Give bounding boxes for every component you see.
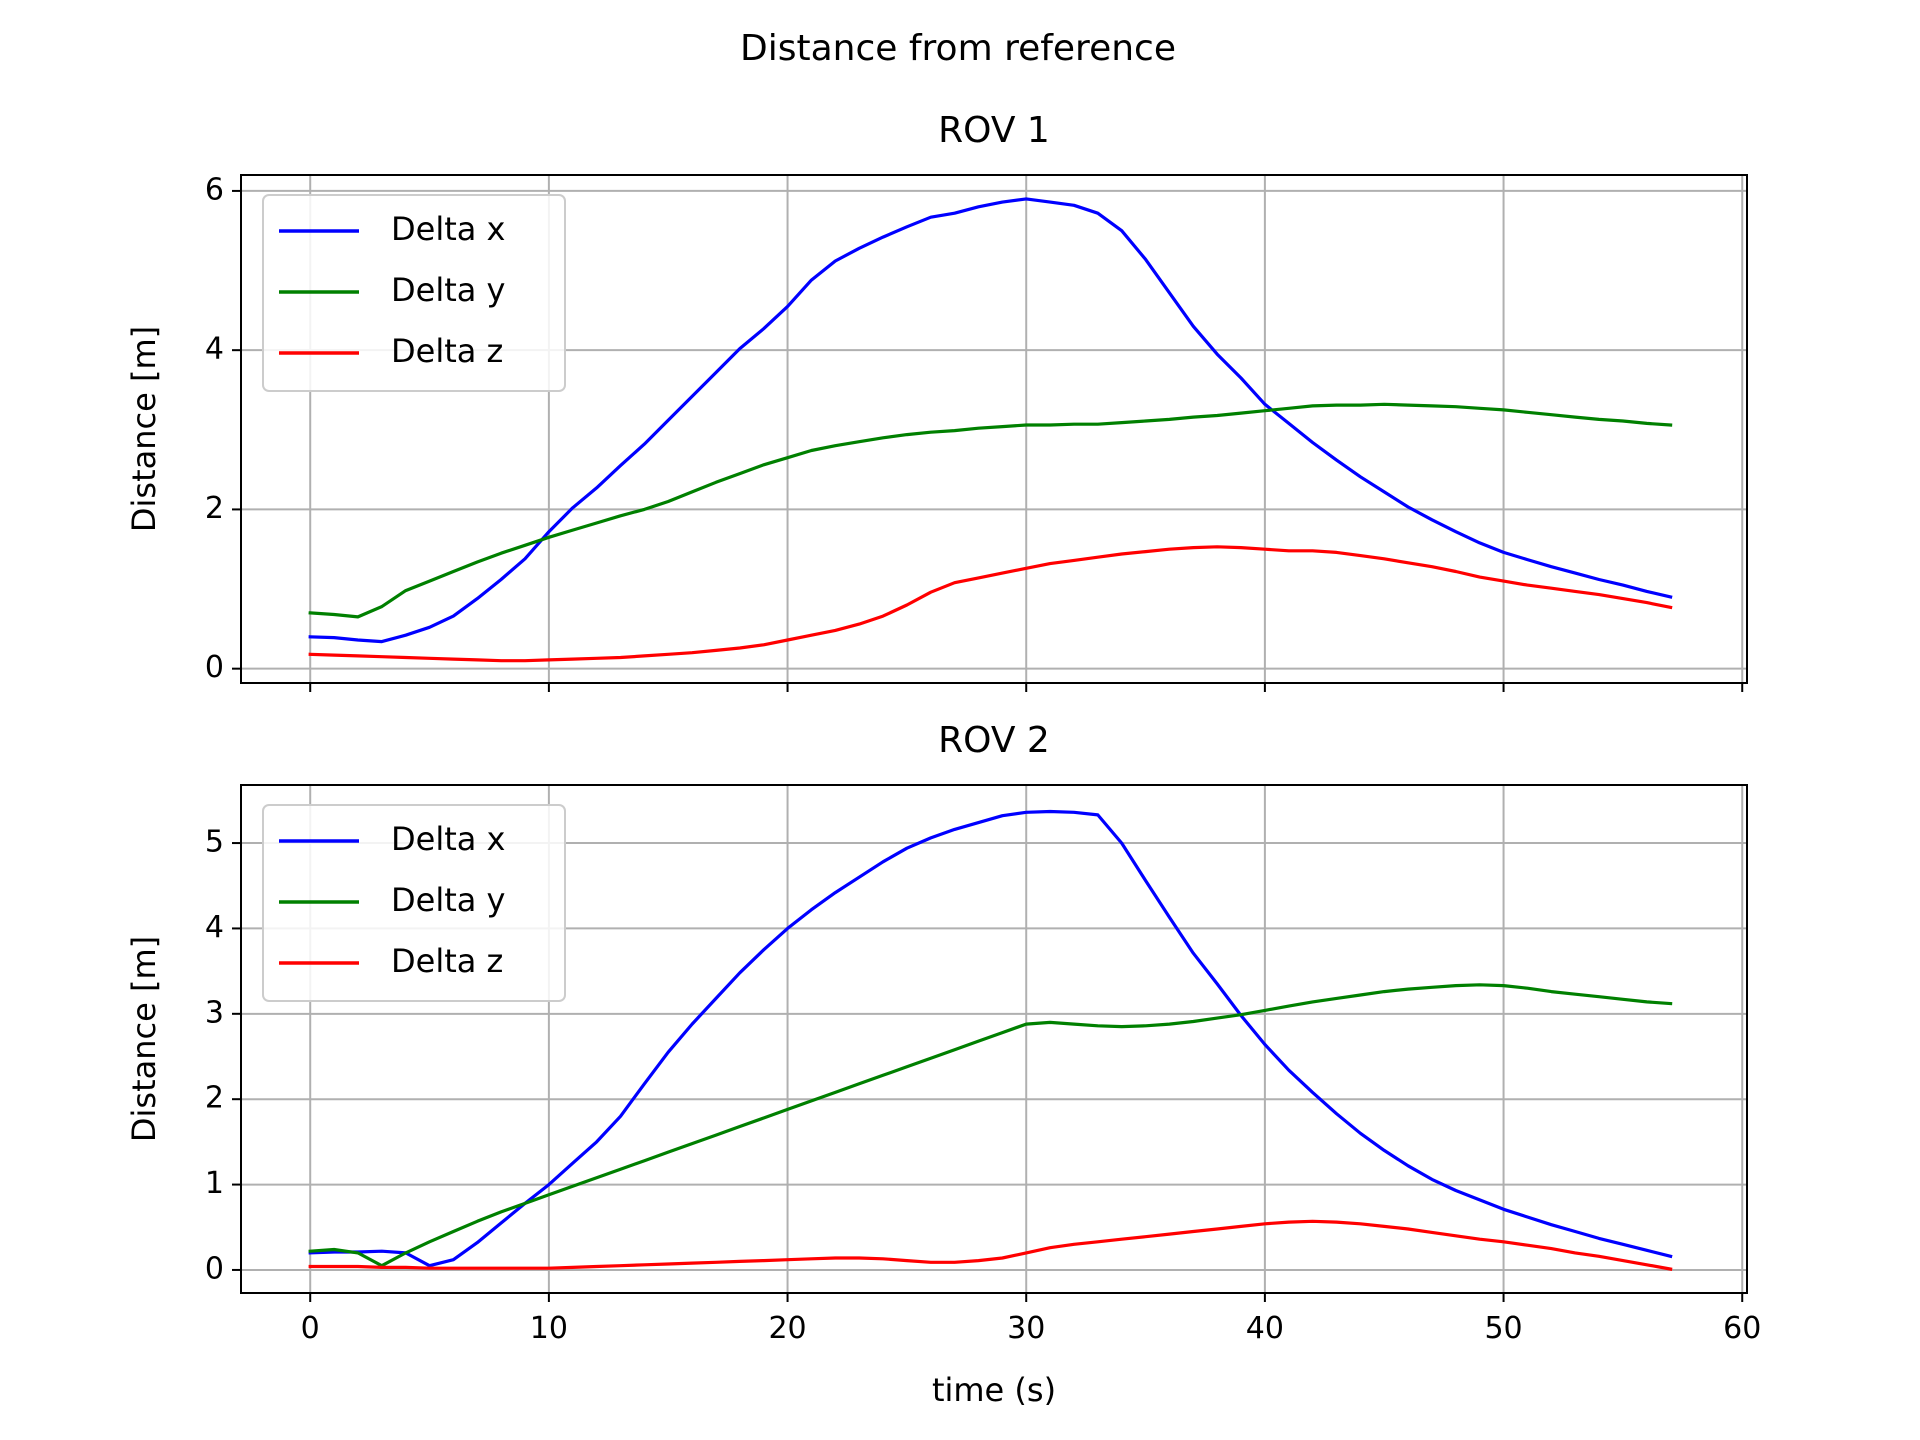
legend-label-delta-x: Delta x — [391, 210, 505, 248]
x-tick-label: 60 — [1723, 1311, 1761, 1346]
x-axis-label: time (s) — [932, 1371, 1056, 1409]
y-tick-label: 5 — [205, 825, 224, 860]
series-line-delta-z — [308, 545, 1673, 663]
y-tick-label: 4 — [205, 332, 224, 367]
y-axis-label: Distance [m] — [125, 326, 163, 532]
y-tick-label: 0 — [205, 1251, 224, 1286]
legend-label-delta-z: Delta z — [391, 942, 503, 980]
legend-label-delta-z: Delta z — [391, 332, 503, 370]
legend: Delta x Delta y Delta z — [262, 804, 566, 1002]
legend: Delta x Delta y Delta z — [262, 194, 566, 392]
y-tick-label: 2 — [205, 491, 224, 526]
y-tick-label: 3 — [205, 995, 224, 1030]
legend-box — [262, 804, 566, 1002]
series-line-delta-x — [308, 809, 1673, 1268]
y-tick-label: 0 — [205, 650, 224, 685]
series-line-delta-z — [308, 1219, 1673, 1271]
series-line-delta-y — [308, 402, 1673, 619]
figure-suptitle: Distance from reference — [740, 28, 1176, 69]
axes-frame — [240, 784, 1748, 1294]
axes-frame — [240, 174, 1748, 684]
x-tick-label: 0 — [301, 1311, 320, 1346]
y-tick-label: 1 — [205, 1166, 224, 1201]
legend-label-delta-y: Delta y — [391, 271, 505, 309]
x-tick-label: 30 — [1007, 1311, 1045, 1346]
series-line-delta-y — [308, 983, 1673, 1268]
x-tick-label: 20 — [768, 1311, 806, 1346]
legend-label-delta-y: Delta y — [391, 881, 505, 919]
y-axis-label: Distance [m] — [125, 936, 163, 1142]
y-tick-label: 2 — [205, 1081, 224, 1116]
x-tick-label: 50 — [1484, 1311, 1522, 1346]
subplot-2: ROV 2 0 10 20 30 40 50 60 0 1 2 3 4 5 Distance [m] time… — [125, 720, 1761, 1409]
legend-label-delta-x: Delta x — [391, 820, 505, 858]
y-tick-label: 6 — [205, 172, 224, 207]
legend-box — [262, 194, 566, 392]
y-tick-label: 4 — [205, 910, 224, 945]
x-tick-label: 10 — [530, 1311, 568, 1346]
subplot-title: ROV 2 — [938, 720, 1050, 761]
subplot-title: ROV 1 — [938, 110, 1050, 151]
x-tick-label: 40 — [1246, 1311, 1284, 1346]
series-line-delta-x — [308, 197, 1673, 644]
